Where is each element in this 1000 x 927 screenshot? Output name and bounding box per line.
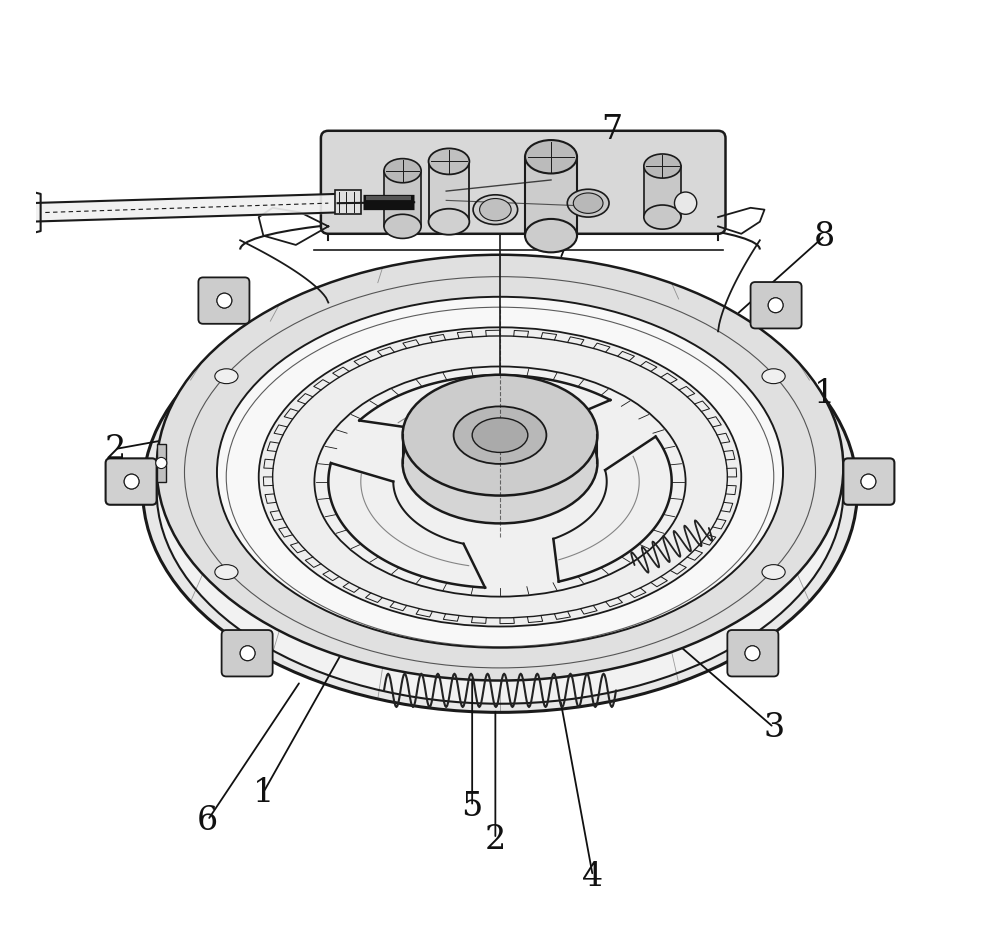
Ellipse shape — [429, 210, 469, 235]
Circle shape — [217, 294, 232, 309]
Text: 1: 1 — [253, 777, 274, 808]
Ellipse shape — [644, 155, 681, 179]
Ellipse shape — [384, 159, 421, 184]
Ellipse shape — [525, 141, 577, 174]
Text: 7: 7 — [601, 114, 622, 146]
Ellipse shape — [157, 256, 843, 680]
FancyBboxPatch shape — [751, 283, 802, 329]
Ellipse shape — [384, 215, 421, 239]
Bar — [644, 167, 681, 218]
Ellipse shape — [217, 298, 783, 648]
Ellipse shape — [157, 279, 843, 704]
Bar — [429, 162, 469, 222]
Text: 1: 1 — [814, 378, 835, 410]
Circle shape — [768, 298, 783, 313]
FancyBboxPatch shape — [843, 459, 894, 505]
FancyBboxPatch shape — [335, 191, 361, 215]
Text: 6: 6 — [197, 805, 218, 836]
Circle shape — [674, 193, 697, 215]
Ellipse shape — [314, 367, 686, 597]
Ellipse shape — [215, 369, 238, 384]
Circle shape — [156, 458, 167, 469]
Circle shape — [861, 475, 876, 489]
Ellipse shape — [567, 190, 609, 218]
Ellipse shape — [573, 194, 603, 214]
Text: 4: 4 — [582, 860, 603, 892]
FancyBboxPatch shape — [222, 630, 273, 677]
Circle shape — [745, 646, 760, 661]
Ellipse shape — [762, 369, 785, 384]
Ellipse shape — [762, 565, 785, 580]
Circle shape — [240, 646, 255, 661]
Circle shape — [124, 475, 139, 489]
Ellipse shape — [454, 407, 546, 464]
Ellipse shape — [472, 418, 528, 453]
Text: 2: 2 — [104, 434, 126, 465]
FancyBboxPatch shape — [198, 278, 249, 324]
Text: 8: 8 — [814, 221, 835, 252]
FancyBboxPatch shape — [727, 630, 778, 677]
Text: 2: 2 — [485, 823, 506, 855]
Ellipse shape — [403, 403, 597, 524]
Bar — [525, 158, 577, 236]
FancyBboxPatch shape — [106, 459, 157, 505]
Ellipse shape — [215, 565, 238, 580]
Text: 5: 5 — [461, 791, 483, 822]
Ellipse shape — [143, 270, 857, 713]
Bar — [157, 445, 166, 482]
Ellipse shape — [525, 220, 577, 253]
FancyBboxPatch shape — [321, 132, 726, 235]
Text: 3: 3 — [763, 712, 784, 743]
Ellipse shape — [259, 328, 741, 627]
Ellipse shape — [429, 149, 469, 175]
Ellipse shape — [644, 206, 681, 230]
Ellipse shape — [403, 375, 597, 496]
Ellipse shape — [480, 199, 511, 222]
Ellipse shape — [473, 196, 518, 225]
Bar — [384, 171, 421, 227]
